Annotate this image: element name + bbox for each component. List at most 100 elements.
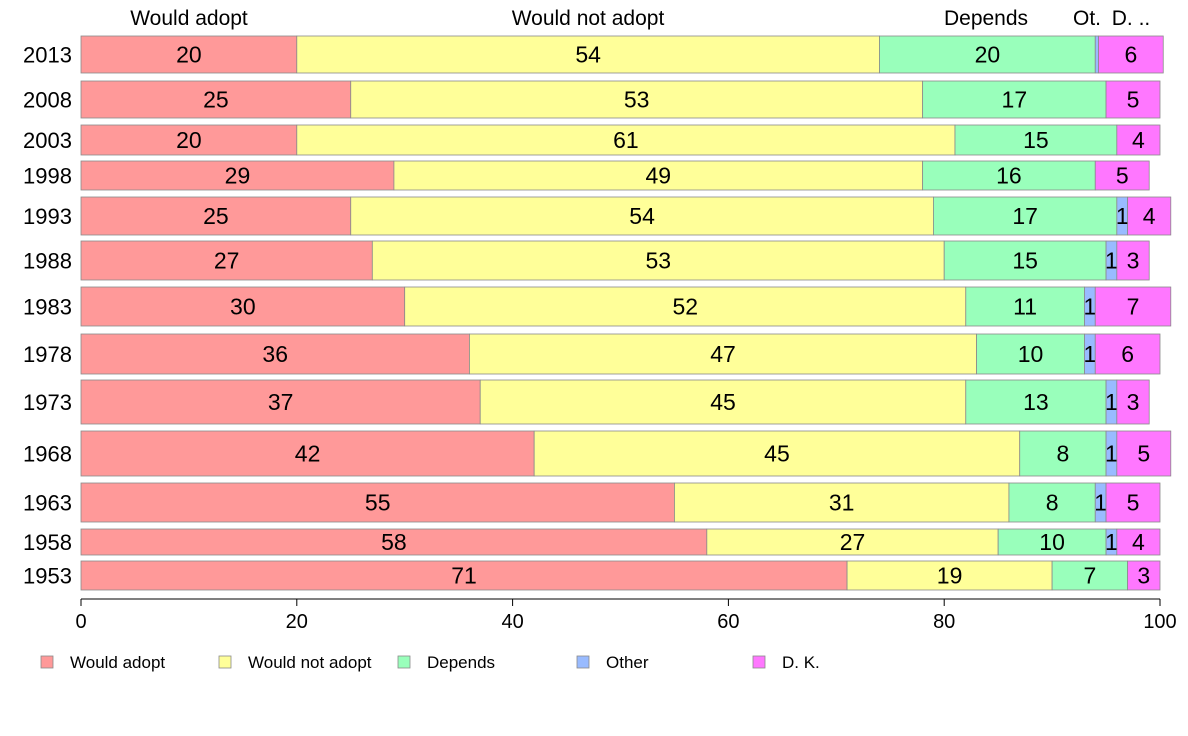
legend-swatch (40, 655, 54, 669)
data-label: 4 (1143, 203, 1156, 229)
bars: 20 54 20 625 53 17 520 61 15 429 49 16 525 54 17 1 427 53… (80, 35, 1172, 591)
bar-segment (80, 482, 675, 523)
bar-segment (1094, 160, 1150, 191)
category-label: 2013 (23, 43, 72, 68)
bar-segment (404, 286, 967, 327)
column-header: D. .. (1112, 7, 1151, 30)
bar-segment (533, 430, 1021, 477)
data-label: 17 (1002, 87, 1028, 113)
bar-segment (1094, 286, 1172, 327)
data-label: 45 (764, 441, 790, 467)
bar-segment (1105, 80, 1161, 119)
data-label: 30 (230, 294, 256, 320)
bar-segment (1127, 560, 1161, 591)
bar-segment (674, 482, 1010, 523)
bar-segment (933, 196, 1118, 236)
data-label: 20 (975, 42, 1001, 68)
legend-swatch (218, 655, 232, 669)
data-label: 1 (1083, 294, 1096, 320)
data-label: 53 (624, 87, 650, 113)
data-label: 6 (1124, 42, 1137, 68)
data-label: 15 (1012, 248, 1038, 274)
data-label: 37 (268, 389, 294, 415)
column-header: Depends (944, 7, 1028, 30)
x-tick-label: 80 (933, 611, 955, 633)
data-label: 31 (829, 490, 855, 516)
bar-segment (80, 286, 406, 327)
data-label: 54 (575, 42, 601, 68)
data-label: 20 (176, 42, 202, 68)
bar-segment (80, 160, 395, 191)
data-label: 1 (1105, 248, 1118, 274)
bar-segment (80, 35, 298, 74)
data-label: 1 (1094, 490, 1107, 516)
column-header: Would adopt (130, 7, 248, 30)
x-tick-label: 100 (1143, 611, 1176, 633)
bar-segment (296, 124, 956, 156)
bar-segment (350, 196, 934, 236)
legend-item-label: Other (606, 653, 649, 672)
bar-segment (1116, 124, 1161, 156)
bar-segment (1094, 333, 1161, 375)
data-label: 45 (710, 389, 736, 415)
data-label: 10 (1039, 529, 1065, 555)
data-label: 58 (381, 529, 407, 555)
data-label: 53 (645, 248, 671, 274)
legend-item-label: Would not adopt (248, 653, 372, 672)
bar-segment (350, 80, 924, 119)
data-label: 13 (1023, 389, 1049, 415)
data-label: 19 (937, 563, 963, 589)
bar-segment (80, 196, 352, 236)
bar-segment (1116, 379, 1150, 425)
x-tick-label: 0 (75, 611, 86, 633)
data-label: 16 (996, 163, 1022, 189)
bar-segment (1098, 35, 1164, 74)
bar-segment (296, 35, 880, 74)
column-header: Would not adopt (512, 7, 665, 30)
data-label: 3 (1137, 563, 1150, 589)
bar-segment (1008, 482, 1096, 523)
data-label: 25 (203, 203, 229, 229)
data-label: 61 (613, 127, 639, 153)
category-label: 1963 (23, 491, 72, 516)
category-label: 1968 (23, 442, 72, 467)
data-label: 20 (176, 127, 202, 153)
data-label: 15 (1023, 127, 1049, 153)
category-label: 1973 (23, 390, 72, 415)
bar-segment (1019, 430, 1107, 477)
bar-segment (879, 35, 1096, 74)
bar-segment (922, 80, 1107, 119)
bar-segment (80, 333, 470, 375)
category-label: 1988 (23, 249, 72, 274)
data-label: 5 (1127, 490, 1140, 516)
legend-item-label: Depends (427, 653, 495, 672)
data-label: 17 (1012, 203, 1038, 229)
bar-segment (1051, 560, 1129, 591)
bar-segment (1105, 482, 1161, 523)
data-label: 27 (840, 529, 866, 555)
data-label: 8 (1046, 490, 1059, 516)
legend-swatch (397, 655, 411, 669)
category-labels: 2013 2008 2003 1998 1993 1988 1983 1978 1973 1968… (23, 43, 72, 589)
bar-segment (80, 379, 481, 425)
data-label: 3 (1127, 389, 1140, 415)
data-label: 52 (672, 294, 698, 320)
data-label: 7 (1127, 294, 1140, 320)
data-label: 42 (295, 441, 321, 467)
bar-segment (965, 379, 1107, 425)
data-label: 8 (1056, 441, 1069, 467)
x-tick-label: 20 (286, 611, 308, 633)
bar-segment (1116, 240, 1150, 281)
data-label: 10 (1018, 341, 1044, 367)
legend-swatch (752, 655, 766, 669)
data-label: 6 (1121, 341, 1134, 367)
category-label: 2008 (23, 88, 72, 113)
data-label: 7 (1083, 563, 1096, 589)
bar-segment (371, 240, 945, 281)
category-label: 1953 (23, 564, 72, 589)
x-axis: 0 20 40 60 80 100 (75, 598, 1177, 633)
data-label: 36 (262, 341, 288, 367)
data-label: 4 (1132, 127, 1145, 153)
bar-segment (1116, 430, 1172, 477)
